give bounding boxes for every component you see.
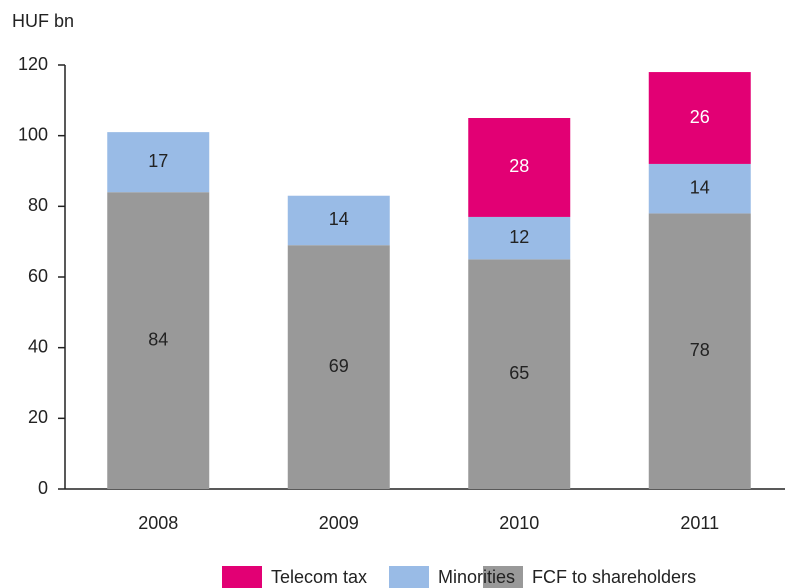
legend-swatch: [483, 566, 523, 588]
bar-segment: [468, 216, 571, 260]
y-tick-label: 100: [18, 124, 48, 144]
bar-segment: [107, 132, 210, 193]
data-label: 28: [509, 156, 529, 176]
y-tick-label: 60: [28, 266, 48, 286]
bar-segment: [287, 245, 390, 489]
bar-segment: [468, 259, 571, 489]
y-tick-label: 80: [28, 195, 48, 215]
data-label: 69: [329, 356, 349, 376]
x-tick-label: 2011: [680, 513, 719, 533]
x-tick-label: 2009: [319, 513, 359, 533]
data-label: 84: [148, 329, 168, 349]
bar-segment: [648, 72, 751, 164]
legend-label: Telecom tax: [271, 567, 367, 587]
y-tick-label: 0: [38, 478, 48, 498]
y-axis-label: HUF bn: [12, 11, 74, 31]
legend-label: FCF to shareholders: [532, 567, 696, 587]
data-label: 78: [690, 340, 710, 360]
data-label: 17: [148, 151, 168, 171]
x-tick-label: 2010: [499, 513, 539, 533]
data-label: 12: [509, 227, 529, 247]
data-label: 14: [690, 177, 710, 197]
bar-segment: [648, 163, 751, 214]
bar-segment: [648, 213, 751, 489]
y-tick-label: 40: [28, 336, 48, 356]
legend-swatch: [389, 566, 429, 588]
legend-swatch: [222, 566, 262, 588]
y-tick-label: 20: [28, 407, 48, 427]
legend-label: Minorities: [438, 567, 515, 587]
data-label: 26: [690, 107, 710, 127]
bar-segment: [468, 118, 571, 217]
x-tick-label: 2008: [138, 513, 178, 533]
bar-segment: [287, 195, 390, 246]
data-label: 65: [509, 363, 529, 383]
y-tick-label: 120: [18, 54, 48, 74]
data-label: 14: [329, 209, 349, 229]
bar-segment: [107, 192, 210, 489]
